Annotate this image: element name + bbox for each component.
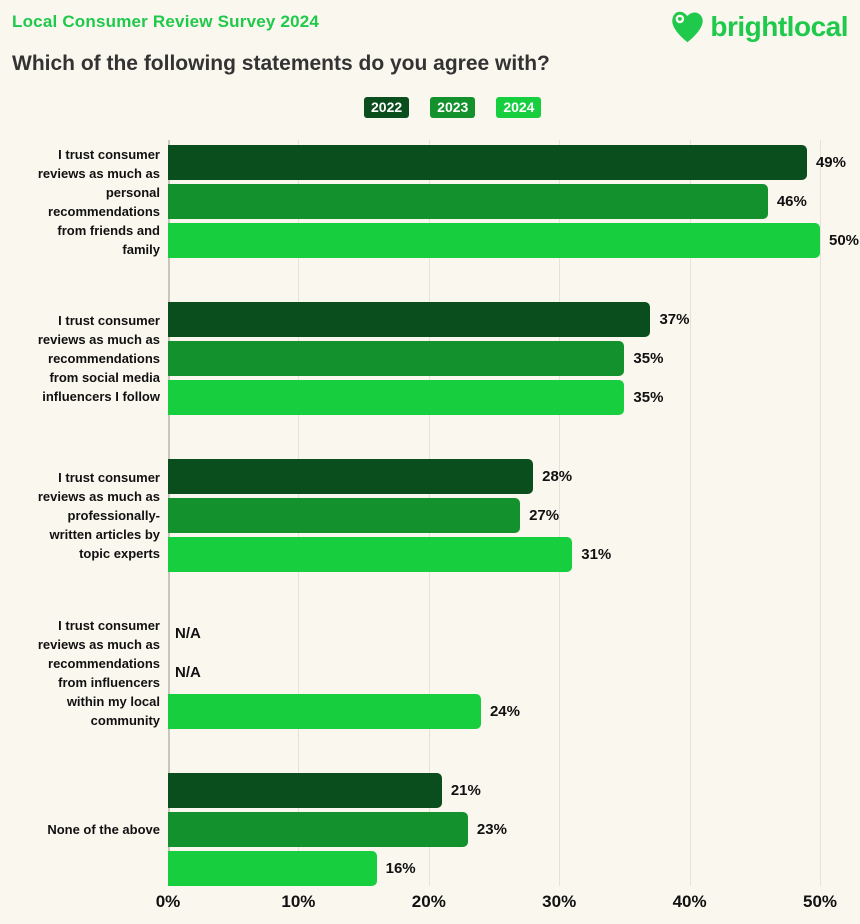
legend-chip-2024: 2024 [496, 97, 542, 118]
bar-2022 [168, 459, 534, 494]
category-label: I trust consumer reviews as much as reco… [37, 617, 160, 728]
na-value-2022: N/A [175, 625, 201, 642]
x-tick-50%: 50% [802, 892, 838, 911]
bar-value-2022: 28% [542, 468, 573, 485]
bar-2024 [168, 694, 481, 729]
bar-value-2022: 37% [659, 311, 690, 328]
gridline-40% [689, 140, 691, 886]
page-title: Which of the following statements do you… [12, 52, 550, 75]
bar-2022 [168, 302, 651, 337]
bar-value-2023: 23% [476, 821, 507, 838]
na-value-2023: N/A [175, 664, 201, 681]
bar-2023 [168, 184, 768, 219]
brand-name: brightlocal [710, 11, 848, 42]
bar-value-2024: 24% [489, 703, 520, 720]
legend: 2022 2023 2024 [364, 97, 542, 118]
category-label: I trust consumer reviews as much as prof… [37, 470, 160, 561]
brightlocal-logo: brightlocal [668, 8, 848, 46]
bar-value-2024: 16% [385, 860, 416, 877]
category-label: I trust consumer reviews as much as pers… [37, 146, 160, 257]
legend-chip-2023: 2023 [430, 97, 476, 118]
bar-value-2022: 21% [450, 782, 481, 799]
bar-2024 [168, 851, 377, 886]
bar-2023 [168, 498, 521, 533]
bar-value-2024: 31% [581, 546, 612, 563]
bar-2024 [168, 537, 573, 572]
legend-chip-2022: 2022 [364, 97, 410, 118]
bar-value-2022: 49% [815, 154, 846, 171]
bar-value-2023: 35% [633, 350, 664, 367]
gridline-50% [820, 140, 821, 886]
bar-2024 [168, 223, 820, 258]
bar-2022 [168, 773, 442, 808]
bar-2023 [168, 341, 625, 376]
bar-2022 [168, 145, 807, 180]
category-label: None of the above [47, 822, 160, 837]
x-tick-10%: 10% [281, 892, 316, 911]
gridline-30% [559, 140, 561, 886]
x-tick-20%: 20% [411, 892, 446, 911]
bar-2023 [168, 812, 468, 847]
bar-value-2024: 35% [633, 389, 664, 406]
bar-value-2023: 27% [529, 507, 560, 524]
heart-pin-icon [668, 8, 706, 46]
bar-2024 [168, 380, 625, 415]
bar-value-2024: 50% [829, 232, 860, 249]
survey-label: Local Consumer Review Survey 2024 [12, 12, 320, 31]
x-tick-30%: 30% [542, 892, 577, 911]
bar-value-2023: 46% [776, 193, 807, 210]
category-label: I trust consumer reviews as much as reco… [37, 313, 160, 404]
x-tick-0%: 0% [155, 892, 181, 911]
x-tick-40%: 40% [672, 892, 707, 911]
